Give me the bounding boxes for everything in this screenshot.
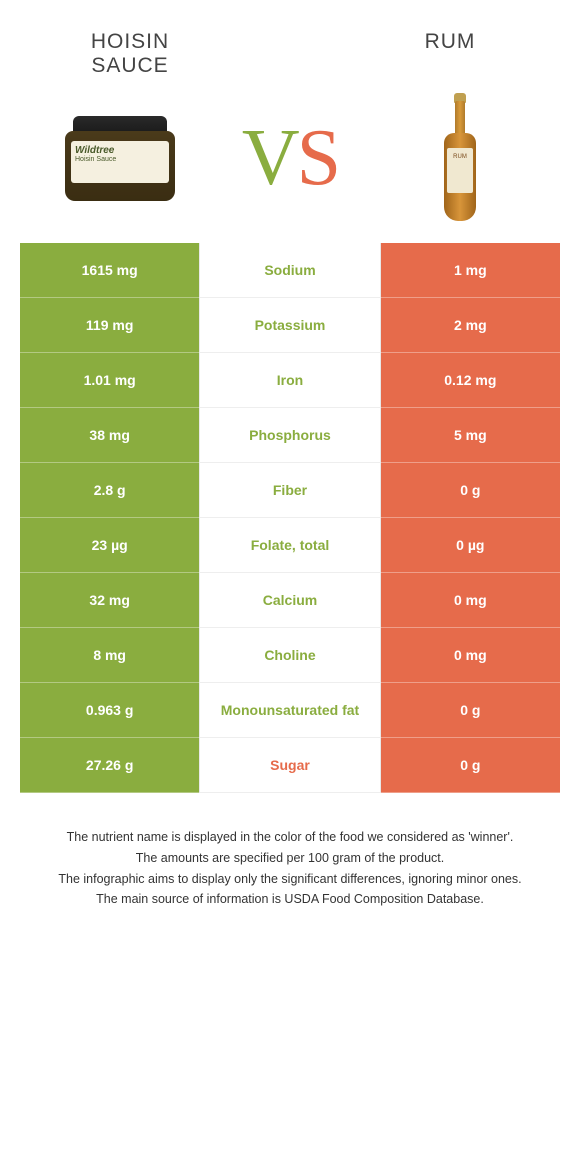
cell-nutrient-label: Fiber bbox=[199, 463, 380, 518]
bottle-icon: RUM bbox=[440, 93, 480, 223]
table-row: 119 mgPotassium2 mg bbox=[20, 298, 560, 353]
footnote-3: The infographic aims to display only the… bbox=[30, 870, 550, 889]
cell-right-value: 0.12 mg bbox=[381, 353, 560, 408]
table-row: 2.8 gFiber0 g bbox=[20, 463, 560, 518]
table-row: 23 µgFolate, total0 µg bbox=[20, 518, 560, 573]
cell-left-value: 23 µg bbox=[20, 518, 199, 573]
cell-nutrient-label: Potassium bbox=[199, 298, 380, 353]
right-title: Rum bbox=[380, 30, 520, 54]
cell-left-value: 1615 mg bbox=[20, 243, 199, 298]
left-product-image: Wildtree Hoisin Sauce bbox=[50, 98, 190, 218]
cell-left-value: 38 mg bbox=[20, 408, 199, 463]
cell-right-value: 0 mg bbox=[381, 628, 560, 683]
table-row: 38 mgPhosphorus5 mg bbox=[20, 408, 560, 463]
comparison-table: 1615 mgSodium1 mg119 mgPotassium2 mg1.01… bbox=[20, 243, 560, 793]
right-product-image: RUM bbox=[390, 98, 530, 218]
cell-right-value: 0 g bbox=[381, 463, 560, 518]
cell-right-value: 2 mg bbox=[381, 298, 560, 353]
vs-label: VS bbox=[242, 113, 338, 204]
table-row: 1.01 mgIron0.12 mg bbox=[20, 353, 560, 408]
images-row: Wildtree Hoisin Sauce VS RUM bbox=[0, 88, 580, 243]
left-title: Hoisin sauce bbox=[60, 30, 200, 78]
cell-right-value: 1 mg bbox=[381, 243, 560, 298]
table-row: 32 mgCalcium0 mg bbox=[20, 573, 560, 628]
cell-nutrient-label: Monounsaturated fat bbox=[199, 683, 380, 738]
jar-sub: Hoisin Sauce bbox=[75, 156, 165, 163]
cell-nutrient-label: Sugar bbox=[199, 738, 380, 793]
cell-nutrient-label: Calcium bbox=[199, 573, 380, 628]
footnote-1: The nutrient name is displayed in the co… bbox=[30, 828, 550, 847]
cell-nutrient-label: Choline bbox=[199, 628, 380, 683]
table-row: 8 mgCholine0 mg bbox=[20, 628, 560, 683]
header: Hoisin sauce Rum bbox=[0, 0, 580, 88]
table-row: 27.26 gSugar0 g bbox=[20, 738, 560, 793]
cell-left-value: 8 mg bbox=[20, 628, 199, 683]
bottle-label: RUM bbox=[447, 148, 473, 193]
cell-left-value: 27.26 g bbox=[20, 738, 199, 793]
cell-left-value: 2.8 g bbox=[20, 463, 199, 518]
cell-left-value: 0.963 g bbox=[20, 683, 199, 738]
footnotes: The nutrient name is displayed in the co… bbox=[0, 793, 580, 941]
cell-nutrient-label: Iron bbox=[199, 353, 380, 408]
vs-s: S bbox=[297, 113, 339, 204]
cell-right-value: 0 g bbox=[381, 738, 560, 793]
cell-left-value: 1.01 mg bbox=[20, 353, 199, 408]
table-row: 0.963 gMonounsaturated fat0 g bbox=[20, 683, 560, 738]
cell-left-value: 119 mg bbox=[20, 298, 199, 353]
cell-nutrient-label: Sodium bbox=[199, 243, 380, 298]
cell-right-value: 5 mg bbox=[381, 408, 560, 463]
cell-right-value: 0 µg bbox=[381, 518, 560, 573]
table-row: 1615 mgSodium1 mg bbox=[20, 243, 560, 298]
footnote-4: The main source of information is USDA F… bbox=[30, 890, 550, 909]
vs-v: V bbox=[242, 113, 297, 204]
cell-left-value: 32 mg bbox=[20, 573, 199, 628]
cell-nutrient-label: Folate, total bbox=[199, 518, 380, 573]
cell-nutrient-label: Phosphorus bbox=[199, 408, 380, 463]
jar-brand: Wildtree bbox=[75, 145, 165, 156]
footnote-2: The amounts are specified per 100 gram o… bbox=[30, 849, 550, 868]
cell-right-value: 0 mg bbox=[381, 573, 560, 628]
jar-icon: Wildtree Hoisin Sauce bbox=[65, 116, 175, 201]
cell-right-value: 0 g bbox=[381, 683, 560, 738]
